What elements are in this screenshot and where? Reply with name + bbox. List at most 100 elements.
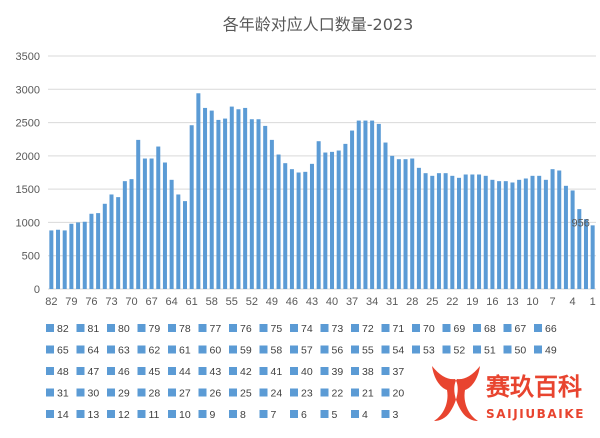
bar	[189, 125, 194, 289]
legend-swatch	[473, 324, 481, 332]
legend-label: 47	[88, 366, 100, 378]
x-tick-label: 52	[246, 296, 258, 308]
bar	[443, 173, 448, 289]
legend-item: 26	[198, 388, 221, 400]
bar	[276, 154, 281, 289]
bar	[350, 130, 355, 289]
x-tick-label: 16	[486, 296, 498, 308]
legend-label: 5	[332, 409, 338, 421]
legend-swatch	[107, 388, 115, 397]
legend-label: 82	[57, 323, 69, 335]
bar	[563, 185, 568, 289]
bar	[62, 230, 67, 289]
legend-item: 78	[168, 323, 191, 335]
bar	[49, 230, 54, 289]
legend-item: 7	[259, 409, 277, 421]
legend-swatch	[290, 367, 298, 375]
bar	[456, 177, 462, 289]
legend-label: 50	[515, 345, 527, 357]
legend-label: 44	[179, 366, 191, 378]
bar	[263, 125, 268, 290]
legend-label: 25	[240, 388, 252, 400]
x-tick-label: 58	[206, 296, 218, 308]
legend-label: 53	[423, 345, 435, 357]
legend-item: 69	[442, 323, 465, 335]
bar	[176, 194, 181, 289]
legend-item: 41	[259, 366, 282, 378]
legend-item: 53	[412, 345, 435, 357]
legend-item: 20	[381, 388, 404, 400]
bar	[477, 174, 482, 289]
y-tick-label: 3500	[16, 51, 40, 63]
legend-swatch	[229, 345, 237, 354]
legend-swatch	[290, 324, 298, 332]
legend-swatch	[198, 324, 207, 332]
legend-swatch	[320, 388, 329, 397]
legend-item: 67	[503, 323, 526, 335]
x-tick-label: 82	[45, 296, 57, 308]
bar	[577, 209, 582, 289]
legend-item: 64	[76, 345, 100, 357]
bar	[517, 179, 522, 289]
bar	[410, 158, 415, 289]
legend-swatch	[137, 345, 146, 354]
chart-title: 各年龄对应人口数量-2023	[223, 15, 414, 34]
x-tick-label: 67	[145, 296, 157, 308]
legend-swatch	[351, 410, 359, 418]
legend-swatch	[412, 345, 420, 354]
bar	[343, 143, 348, 289]
legend-swatch	[168, 324, 176, 332]
legend-swatch	[137, 324, 146, 332]
legend-item: 80	[107, 323, 130, 335]
bar	[416, 167, 421, 289]
x-tick-label: 31	[386, 296, 398, 308]
bar	[96, 213, 101, 289]
legend-label: 14	[57, 409, 69, 421]
legend-label: 40	[301, 366, 313, 378]
legend-label: 6	[301, 409, 307, 421]
bar	[530, 175, 535, 289]
legend-swatch	[290, 345, 298, 354]
legend-item: 76	[229, 323, 252, 335]
bar	[229, 106, 234, 289]
bar	[396, 159, 401, 289]
legend-item: 51	[473, 345, 496, 357]
legend-label: 64	[88, 345, 100, 357]
legend-swatch	[137, 388, 146, 397]
legend-label: 76	[240, 323, 252, 335]
legend-swatch	[229, 388, 237, 397]
legend-label: 78	[179, 323, 191, 335]
legend-item: 38	[351, 366, 374, 378]
legend-item: 71	[381, 323, 404, 335]
legend-label: 79	[149, 323, 161, 335]
legend-item: 59	[229, 345, 252, 357]
legend-label: 73	[332, 323, 344, 335]
legend-swatch	[168, 388, 176, 397]
bar	[269, 139, 274, 289]
legend-swatch	[351, 324, 359, 332]
legend-item: 29	[107, 388, 130, 400]
legend-label: 45	[149, 366, 161, 378]
bar	[450, 175, 455, 289]
bar	[296, 172, 301, 289]
legend-swatch	[137, 410, 146, 418]
bar	[216, 119, 221, 289]
legend-item: 82	[46, 323, 69, 335]
legend-item: 79	[137, 323, 161, 335]
legend-swatch	[381, 410, 390, 418]
legend-swatch	[76, 410, 85, 418]
legend-label: 81	[88, 323, 100, 335]
legend-label: 51	[484, 345, 496, 357]
legend-label: 72	[362, 323, 374, 335]
legend-item: 25	[229, 388, 252, 400]
legend-swatch	[76, 324, 85, 332]
legend-item: 28	[137, 388, 160, 400]
legend-label: 8	[240, 409, 246, 421]
legend-item: 40	[290, 366, 313, 378]
bar	[370, 120, 375, 290]
legend-swatch	[107, 367, 115, 375]
legend-label: 39	[332, 366, 344, 378]
legend-label: 21	[362, 388, 374, 400]
x-tick-label: 19	[466, 296, 478, 308]
x-tick-label: 70	[125, 296, 137, 308]
